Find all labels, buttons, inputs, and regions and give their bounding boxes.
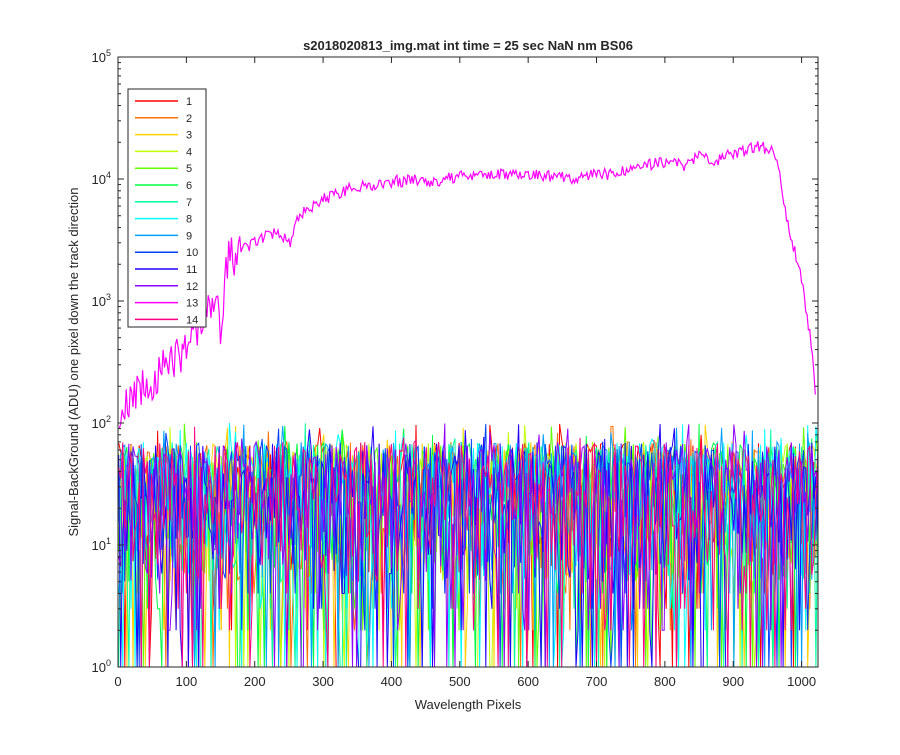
y-axis-label: Signal-BackGround (ADU) one pixel down t… xyxy=(66,187,81,536)
x-tick-label: 400 xyxy=(381,674,403,689)
legend-label-9: 9 xyxy=(186,230,192,242)
legend-label-7: 7 xyxy=(186,197,192,209)
series-line-13 xyxy=(118,141,816,429)
y-tick-label: 10 xyxy=(92,660,106,675)
legend-box xyxy=(127,88,207,328)
legend-label-1: 1 xyxy=(186,96,192,108)
legend-label-5: 5 xyxy=(186,163,192,175)
y-tick-label: 10 xyxy=(92,50,106,65)
x-tick-label: 100 xyxy=(176,674,198,689)
y-tick-exponent: 5 xyxy=(106,48,111,58)
x-tick-label: 900 xyxy=(722,674,744,689)
x-tick-label: 800 xyxy=(654,674,676,689)
plot-frame xyxy=(117,56,819,668)
y-tick-label: 10 xyxy=(92,416,106,431)
y-tick-exponent: 4 xyxy=(106,170,111,180)
legend-label-11: 11 xyxy=(186,264,197,276)
y-tick-exponent: 2 xyxy=(106,414,111,424)
legend-label-10: 10 xyxy=(186,247,198,259)
series-line-14 xyxy=(118,426,819,668)
y-tick-exponent: 0 xyxy=(106,658,111,668)
x-tick-label: 300 xyxy=(312,674,334,689)
x-axis-label: Wavelength Pixels xyxy=(415,697,522,712)
legend-label-12: 12 xyxy=(186,281,198,293)
series-line-6 xyxy=(118,423,819,668)
y-tick-exponent: 1 xyxy=(106,536,111,546)
legend-label-2: 2 xyxy=(186,113,192,125)
legend-label-8: 8 xyxy=(186,214,192,226)
x-tick-label: 600 xyxy=(517,674,539,689)
legend-label-13: 13 xyxy=(186,298,198,310)
x-tick-label: 500 xyxy=(449,674,471,689)
legend-label-4: 4 xyxy=(186,146,192,158)
x-tick-label: 200 xyxy=(244,674,266,689)
y-tick-label: 10 xyxy=(92,538,106,553)
x-tick-label: 0 xyxy=(114,674,121,689)
y-tick-label: 10 xyxy=(92,294,106,309)
y-tick-exponent: 3 xyxy=(106,292,111,302)
y-tick-label: 10 xyxy=(92,172,106,187)
chart-title: s2018020813_img.mat int time = 25 sec Na… xyxy=(303,38,633,53)
x-tick-label: 1000 xyxy=(787,674,816,689)
legend-label-14: 14 xyxy=(186,314,198,326)
legend-label-6: 6 xyxy=(186,180,192,192)
legend-label-3: 3 xyxy=(186,130,192,142)
x-tick-label: 700 xyxy=(586,674,608,689)
